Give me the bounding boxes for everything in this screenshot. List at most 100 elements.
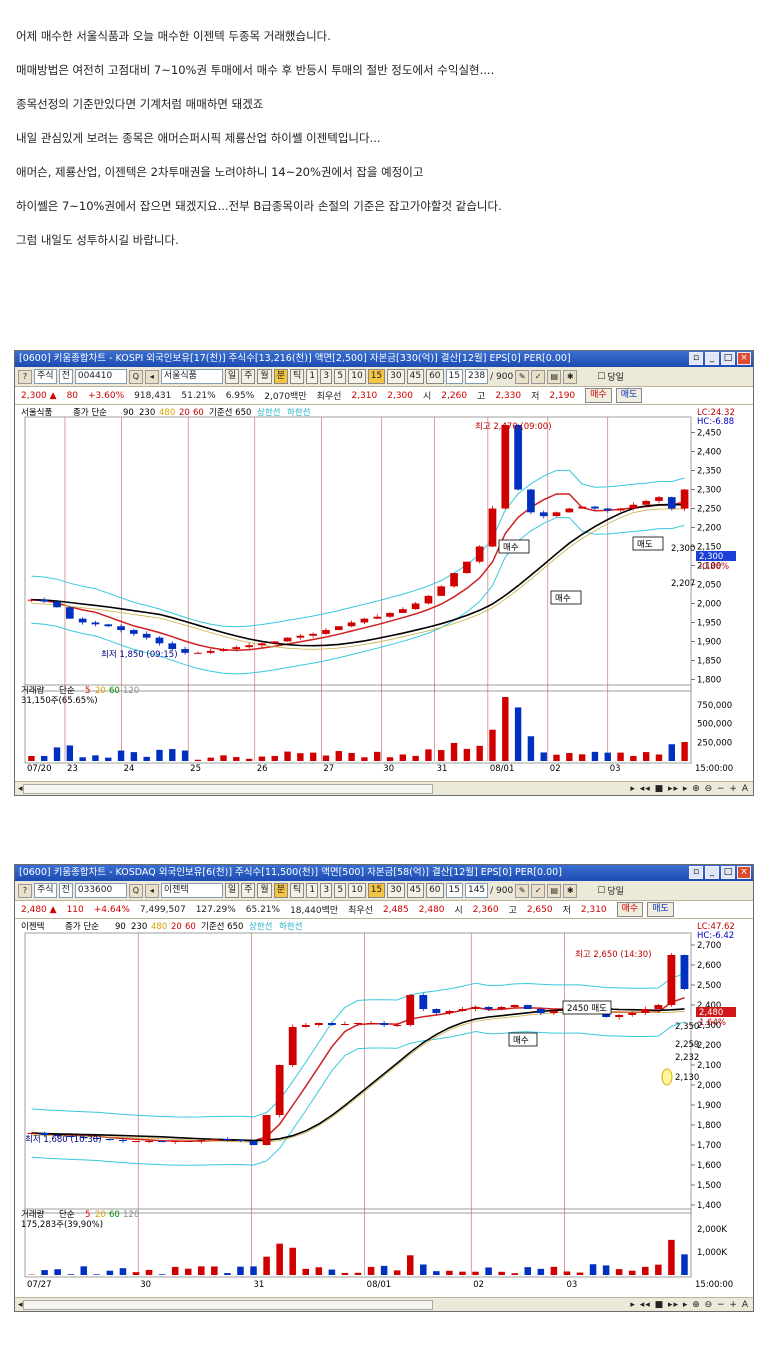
tool-icon-c[interactable]: ▤ [547, 883, 562, 898]
period-week[interactable]: 주 [241, 883, 256, 898]
x-tick-label: 24 [124, 764, 135, 774]
sell-button[interactable]: 매도 [615, 388, 643, 403]
speaker-icon[interactable]: ◂ [144, 369, 159, 384]
chart-tool-icon[interactable]: ? [18, 369, 32, 384]
market-select[interactable]: 주식 [34, 883, 57, 898]
interval-30[interactable]: 30 [387, 369, 405, 384]
prefix-select[interactable]: 전 [58, 369, 73, 384]
candle-body [119, 1140, 127, 1141]
candle-body [367, 1023, 375, 1024]
post-line-2: 매매방법은 여전히 고점대비 7~10%권 투매에서 매수 후 반등시 투매의 … [16, 63, 495, 77]
tool-icon-c[interactable]: ▤ [547, 369, 562, 384]
interval-30[interactable]: 30 [387, 883, 405, 898]
chart-area[interactable]: 1,400 1,500 1,600 1,700 1,800 1,900 2,000 2,100… [15, 919, 753, 1297]
sell-button[interactable]: 매도 [647, 902, 674, 917]
maximize-icon[interactable]: □ [721, 352, 735, 365]
interval-select[interactable]: 15 [445, 883, 463, 898]
period-month[interactable]: 월 [257, 883, 272, 898]
interval-60[interactable]: 60 [426, 369, 444, 384]
buy-button[interactable]: 매수 [616, 902, 644, 917]
period-month[interactable]: 월 [257, 369, 272, 384]
code-input[interactable]: 033600 [74, 883, 127, 898]
interval-60[interactable]: 60 [426, 883, 444, 898]
candle-body [40, 599, 49, 602]
tool-icon-a[interactable]: ✎ [515, 883, 530, 898]
period-tick[interactable]: 틱 [289, 883, 305, 898]
high-price: 2,330 [495, 390, 522, 401]
search-icon[interactable]: Q [128, 369, 143, 384]
interval-10[interactable]: 10 [348, 369, 366, 384]
period-week[interactable]: 주 [241, 369, 256, 384]
tool-icon-b[interactable]: ✓ [531, 369, 546, 384]
annot-sell1-box [632, 536, 664, 551]
interval-1[interactable]: 1 [306, 883, 319, 898]
candle-body [603, 508, 612, 511]
interval-5[interactable]: 5 [334, 883, 347, 898]
x-tick-label: 25 [190, 764, 201, 774]
period-minute[interactable]: 분 [273, 369, 288, 384]
candle-body [667, 497, 676, 509]
speaker-icon[interactable]: ◂ [144, 883, 159, 898]
period-minute[interactable]: 분 [273, 883, 288, 898]
scroll-left-icon[interactable]: ◂ [18, 783, 23, 794]
interval-select[interactable]: 15 [445, 369, 463, 384]
chart-area[interactable]: 1,800 1,850 1,900 1,950 2,000 2,050 2,100 2,150… [15, 405, 753, 781]
interval-45[interactable]: 45 [406, 883, 425, 898]
candle-body [642, 500, 651, 505]
period-day[interactable]: 일 [224, 369, 240, 384]
annot-sell1: 2450 매도 [567, 1004, 607, 1014]
chart-scrollbar[interactable]: ◂ ▸ ◂◂ ■ ▸▸ ▸ ⊕ ⊖ − + A [15, 781, 753, 795]
price-chart-svg[interactable]: 1,800 1,850 1,900 1,950 2,000 2,050 2,100 2,150… [15, 405, 753, 781]
prefix-select[interactable]: 전 [58, 883, 73, 898]
interval-5[interactable]: 5 [334, 369, 347, 384]
today-checkbox[interactable]: ☐ [597, 371, 606, 382]
close-icon[interactable]: × [737, 866, 751, 879]
vol-legend-20: 20 [95, 686, 106, 696]
interval-10[interactable]: 10 [348, 883, 366, 898]
minimize-icon[interactable]: _ [705, 352, 719, 365]
candle-body [549, 1011, 558, 1013]
interval-45[interactable]: 45 [406, 369, 425, 384]
restore-icon[interactable]: ▫ [689, 866, 703, 879]
scroll-track[interactable] [22, 783, 433, 794]
tool-icon-a[interactable]: ✎ [515, 369, 530, 384]
interval-3[interactable]: 3 [320, 369, 333, 384]
legend-ma480: 480 [151, 922, 167, 932]
close-icon[interactable]: × [737, 352, 751, 365]
gear-icon[interactable]: ✱ [563, 883, 578, 898]
buy-button[interactable]: 매수 [585, 388, 612, 403]
scroll-left-icon[interactable]: ◂ [18, 1299, 23, 1310]
today-checkbox[interactable]: ☐ [597, 885, 606, 896]
restore-icon[interactable]: ▫ [689, 352, 703, 365]
minimize-icon[interactable]: _ [705, 866, 719, 879]
count-input[interactable]: 145 [464, 883, 489, 898]
code-input[interactable]: 004410 [74, 369, 127, 384]
period-tick[interactable]: 틱 [289, 369, 305, 384]
market-select[interactable]: 주식 [34, 369, 57, 384]
search-icon[interactable]: Q [128, 883, 143, 898]
interval-15[interactable]: 15 [367, 369, 386, 384]
chart-tool-icon[interactable]: ? [18, 883, 32, 898]
low-price: 2,190 [549, 390, 576, 401]
amount: 18,440백만 [290, 906, 339, 916]
volume-bar [302, 1268, 310, 1275]
chart-scrollbar[interactable]: ◂ ▸ ◂◂ ■ ▸▸ ▸ ⊕ ⊖ − + A [15, 1297, 753, 1311]
candle-body [314, 1023, 323, 1025]
change-rate: +3.60% [88, 390, 125, 401]
chart-controls[interactable]: ▸ ◂◂ ■ ▸▸ ▸ ⊕ ⊖ − + A [630, 783, 749, 794]
period-day[interactable]: 일 [224, 883, 240, 898]
tool-icon-b[interactable]: ✓ [531, 883, 546, 898]
x-tick-label: 30 [140, 1280, 151, 1290]
gear-icon[interactable]: ✱ [563, 369, 578, 384]
chart-controls[interactable]: ▸ ◂◂ ■ ▸▸ ▸ ⊕ ⊖ − + A [630, 1299, 749, 1310]
price-chart-svg[interactable]: 1,400 1,500 1,600 1,700 1,800 1,900 2,000 2,100… [15, 919, 753, 1297]
x-tick-label: 31 [253, 1280, 264, 1290]
maximize-icon[interactable]: □ [721, 866, 735, 879]
count-input[interactable]: 238 [464, 369, 489, 384]
y-tick-label: 2,300 [697, 1021, 721, 1031]
interval-3[interactable]: 3 [320, 883, 333, 898]
candle-body [142, 633, 151, 638]
scroll-track[interactable] [22, 1299, 433, 1310]
interval-1[interactable]: 1 [306, 369, 319, 384]
interval-15[interactable]: 15 [367, 883, 386, 898]
